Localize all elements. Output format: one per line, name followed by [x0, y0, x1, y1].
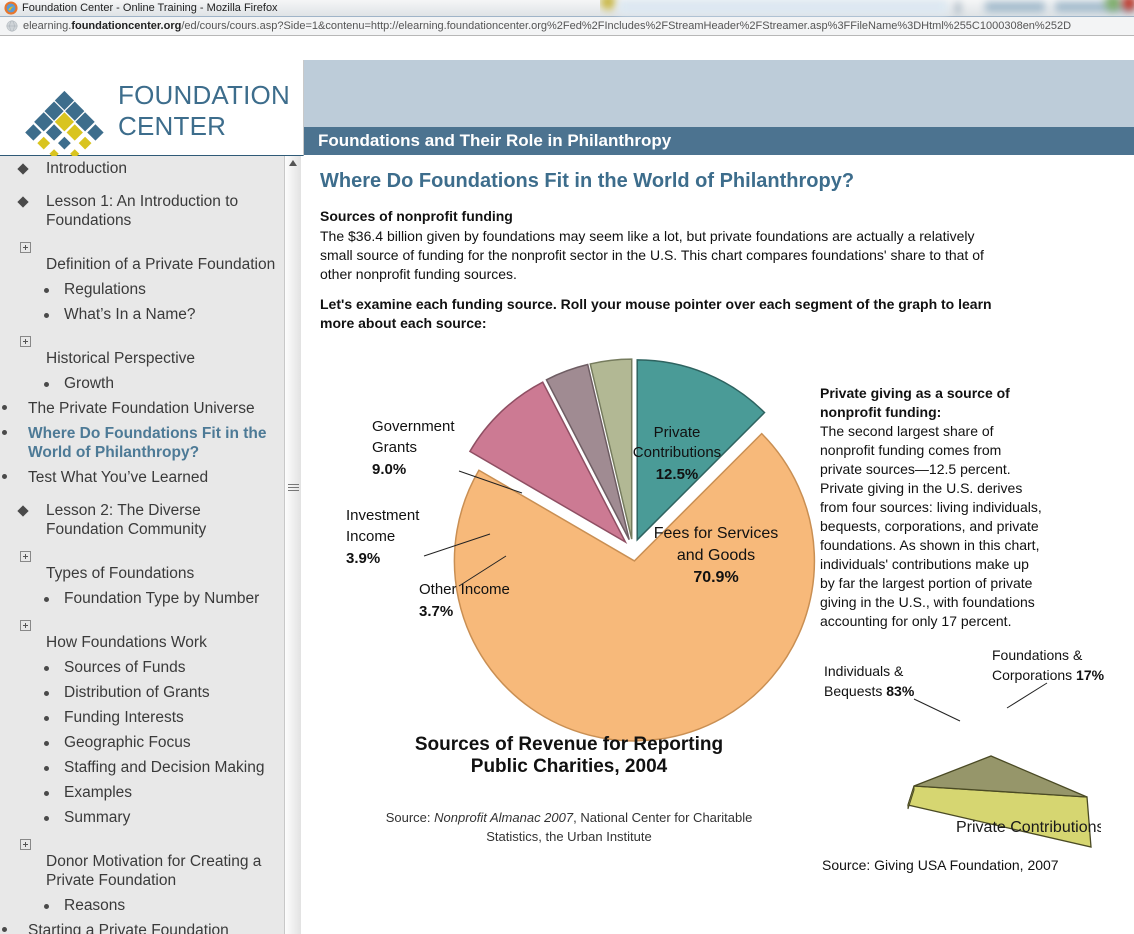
svg-text:Government: Government: [372, 418, 455, 435]
svg-text:Other Income: Other Income: [419, 581, 510, 598]
svg-text:Individuals &: Individuals &: [824, 663, 904, 679]
svg-text:12.5%: 12.5%: [656, 466, 699, 483]
svg-text:Investment: Investment: [346, 507, 420, 524]
svg-text:Corporations 17%: Corporations 17%: [992, 667, 1105, 683]
svg-text:Grants: Grants: [372, 439, 417, 456]
svg-text:Foundations &: Foundations &: [992, 647, 1083, 663]
svg-text:Income: Income: [346, 528, 395, 545]
svg-text:Private: Private: [654, 424, 701, 441]
svg-text:3.9%: 3.9%: [346, 550, 380, 567]
svg-text:70.9%: 70.9%: [693, 569, 738, 586]
svg-text:Contributions: Contributions: [633, 444, 721, 461]
svg-text:Bequests 83%: Bequests 83%: [824, 683, 915, 699]
svg-text:and Goods: and Goods: [677, 547, 755, 564]
svg-text:Private Contributions: Private Contributions: [956, 819, 1101, 836]
svg-text:Fees for Services: Fees for Services: [654, 525, 778, 542]
svg-text:9.0%: 9.0%: [372, 461, 406, 478]
svg-text:3.7%: 3.7%: [419, 603, 453, 620]
